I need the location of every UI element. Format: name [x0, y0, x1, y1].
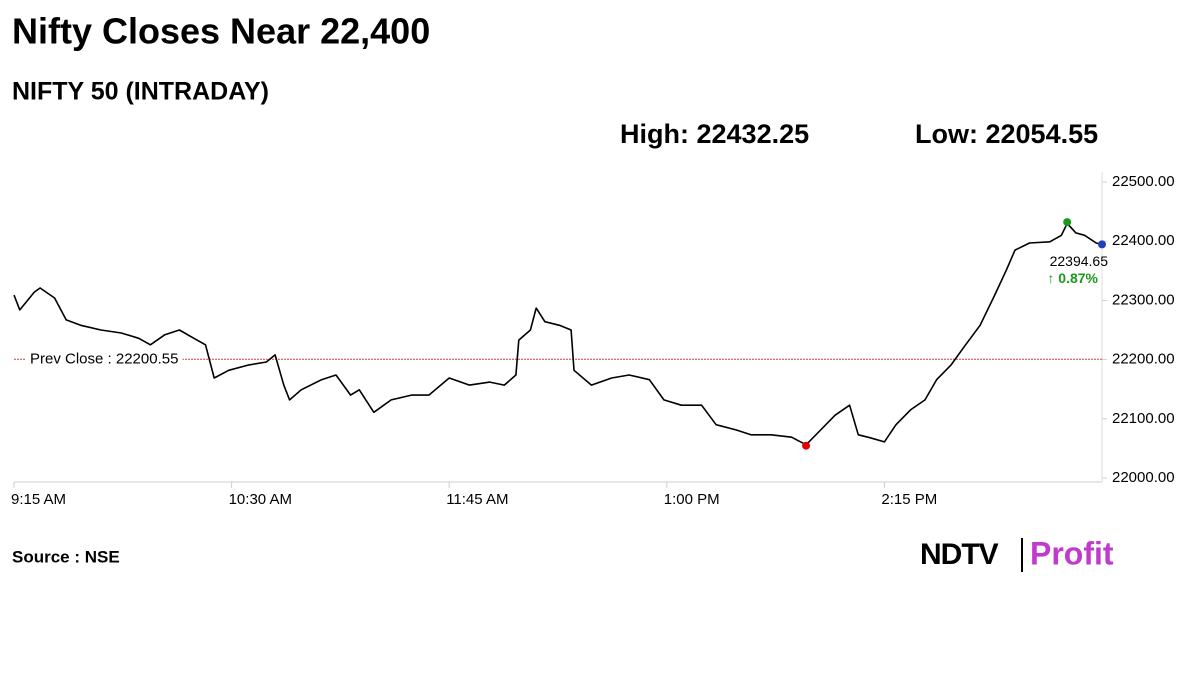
- low-value: 22054.55: [986, 119, 1099, 149]
- prev-close-text: Prev Close : 22200.55: [30, 350, 178, 367]
- x-tick-label: 10:30 AM: [229, 491, 292, 508]
- x-tick-label: 11:45 AM: [446, 491, 508, 508]
- high-marker: [1063, 218, 1072, 227]
- price-line: [13, 222, 1103, 446]
- source: Source : NSE: [12, 547, 120, 566]
- y-tick-label: 22000.00: [1112, 469, 1175, 486]
- change-label: ↑ 0.87%: [1047, 270, 1098, 286]
- x-tick-label: 9:15 AM: [11, 491, 66, 508]
- prev-close-value: 22200.55: [116, 350, 179, 367]
- low-marker: [802, 441, 811, 450]
- y-tick-label: 22500.00: [1112, 173, 1175, 190]
- y-tick-label: 22200.00: [1112, 351, 1175, 368]
- prev-close-bg: [26, 348, 183, 370]
- low-text: Low: 22054.55: [915, 119, 1098, 149]
- x-tick-label: 2:15 PM: [881, 491, 937, 508]
- y-tick-label: 22100.00: [1112, 410, 1175, 427]
- prev-close-label: Prev Close :: [30, 350, 112, 367]
- x-tick-label: 1:00 PM: [664, 491, 720, 508]
- last-value-label: 22394.65: [1050, 253, 1109, 269]
- logo-profit: Profit: [1030, 535, 1114, 571]
- prev-close-box: [26, 348, 183, 370]
- high-value: 22432.25: [697, 119, 810, 149]
- y-tick-label: 22400.00: [1112, 232, 1175, 249]
- last-marker: [1098, 240, 1106, 249]
- low-label: Low:: [915, 119, 978, 149]
- logo-ndtv: NDTV: [920, 538, 999, 571]
- chart-title: Nifty Closes Near 22,400: [12, 11, 430, 52]
- chart-subtitle: NIFTY 50 (INTRADAY): [12, 78, 269, 106]
- y-tick-label: 22300.00: [1112, 291, 1175, 308]
- high-text: High: 22432.25: [620, 119, 809, 149]
- high-label: High:: [620, 119, 689, 149]
